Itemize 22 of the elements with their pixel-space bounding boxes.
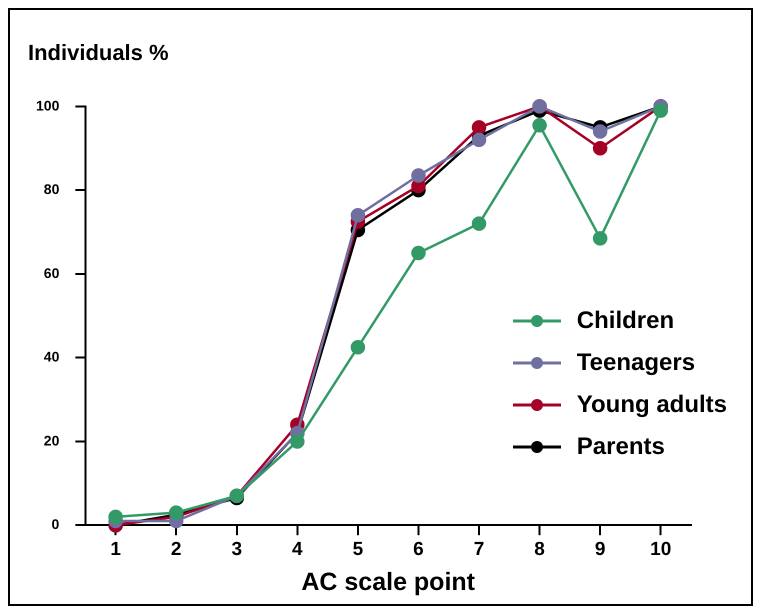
x-tick-label: 8 <box>534 538 545 560</box>
x-tick-label: 1 <box>110 538 122 560</box>
legend-label: Parents <box>576 433 665 461</box>
y-axis-title: Individuals % <box>28 40 169 66</box>
legend-label: Young adults <box>576 391 727 419</box>
legend-label: Teenagers <box>576 349 696 377</box>
x-axis-title: AC scale point <box>301 568 476 596</box>
x-tick-label: 6 <box>413 538 424 560</box>
y-tick-label: 80 <box>44 181 60 198</box>
y-tick-label: 60 <box>44 264 60 281</box>
x-tick-label: 10 <box>650 538 672 560</box>
x-tick-label: 3 <box>231 538 242 560</box>
y-tick-label: 20 <box>44 432 60 448</box>
x-tick-label: 5 <box>352 538 364 560</box>
y-tick-label: 100 <box>36 97 60 114</box>
x-tick-label: 2 <box>170 538 182 560</box>
x-tick-label: 4 <box>292 538 304 560</box>
x-tick-label: 9 <box>594 538 606 560</box>
legend-label: Children <box>576 307 674 335</box>
y-tick-label: 40 <box>44 348 60 365</box>
x-tick-label: 7 <box>474 538 484 560</box>
y-tick-label: 0 <box>52 516 60 532</box>
